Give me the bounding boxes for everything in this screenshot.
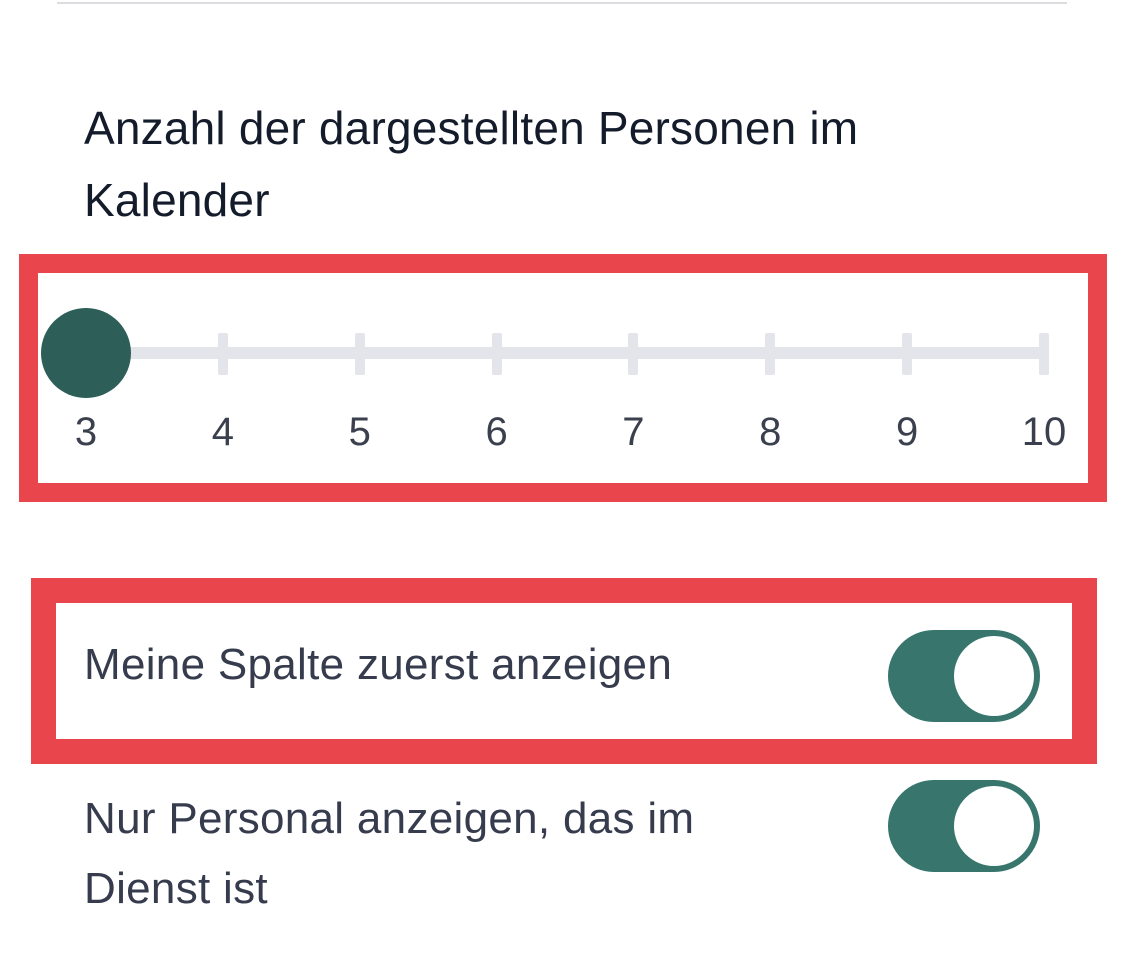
toggle-knob	[954, 636, 1034, 716]
slider-label-6: 6	[485, 410, 508, 454]
slider-label-10: 10	[1021, 410, 1067, 454]
highlight-box-toggle	[31, 578, 1097, 764]
highlight-box-slider	[19, 254, 1107, 502]
top-divider	[57, 0, 1067, 4]
slider-tick	[628, 333, 639, 375]
slider-label-3: 3	[74, 410, 98, 454]
toggle-row-on-duty-only: Nur Personal anzeigen, das im Dienst ist	[84, 780, 1044, 930]
slider-tick	[765, 333, 776, 375]
slider-tick	[902, 333, 913, 375]
slider-label-5: 5	[348, 410, 371, 454]
slider-tick	[354, 333, 365, 375]
toggle-label-my-column-first: Meine Spalte zuerst anzeigen	[84, 640, 673, 689]
slider-label-9: 9	[896, 410, 919, 454]
slider-label-8: 8	[759, 410, 782, 454]
on-duty-only-toggle[interactable]	[888, 780, 1040, 872]
my-column-first-toggle[interactable]	[888, 630, 1040, 722]
slider-tick	[491, 333, 502, 375]
slider-tick	[217, 333, 228, 375]
toggle-knob	[954, 786, 1034, 866]
toggle-row-my-column-first: Meine Spalte zuerst anzeigen	[84, 630, 1044, 722]
slider-track[interactable]	[86, 347, 1044, 359]
persons-count-slider[interactable]: 3 4 5 6 7 8 9 10	[0, 300, 1122, 454]
slider-thumb[interactable]	[41, 308, 131, 398]
slider-label-4: 4	[211, 410, 234, 454]
slider-label-7: 7	[622, 410, 645, 454]
section-title: Anzahl der dargestellten Personen im Kal…	[84, 102, 859, 226]
toggle-label-on-duty-only: Nur Personal anzeigen, das im Dienst ist	[84, 794, 695, 913]
slider-tick	[1039, 333, 1049, 375]
